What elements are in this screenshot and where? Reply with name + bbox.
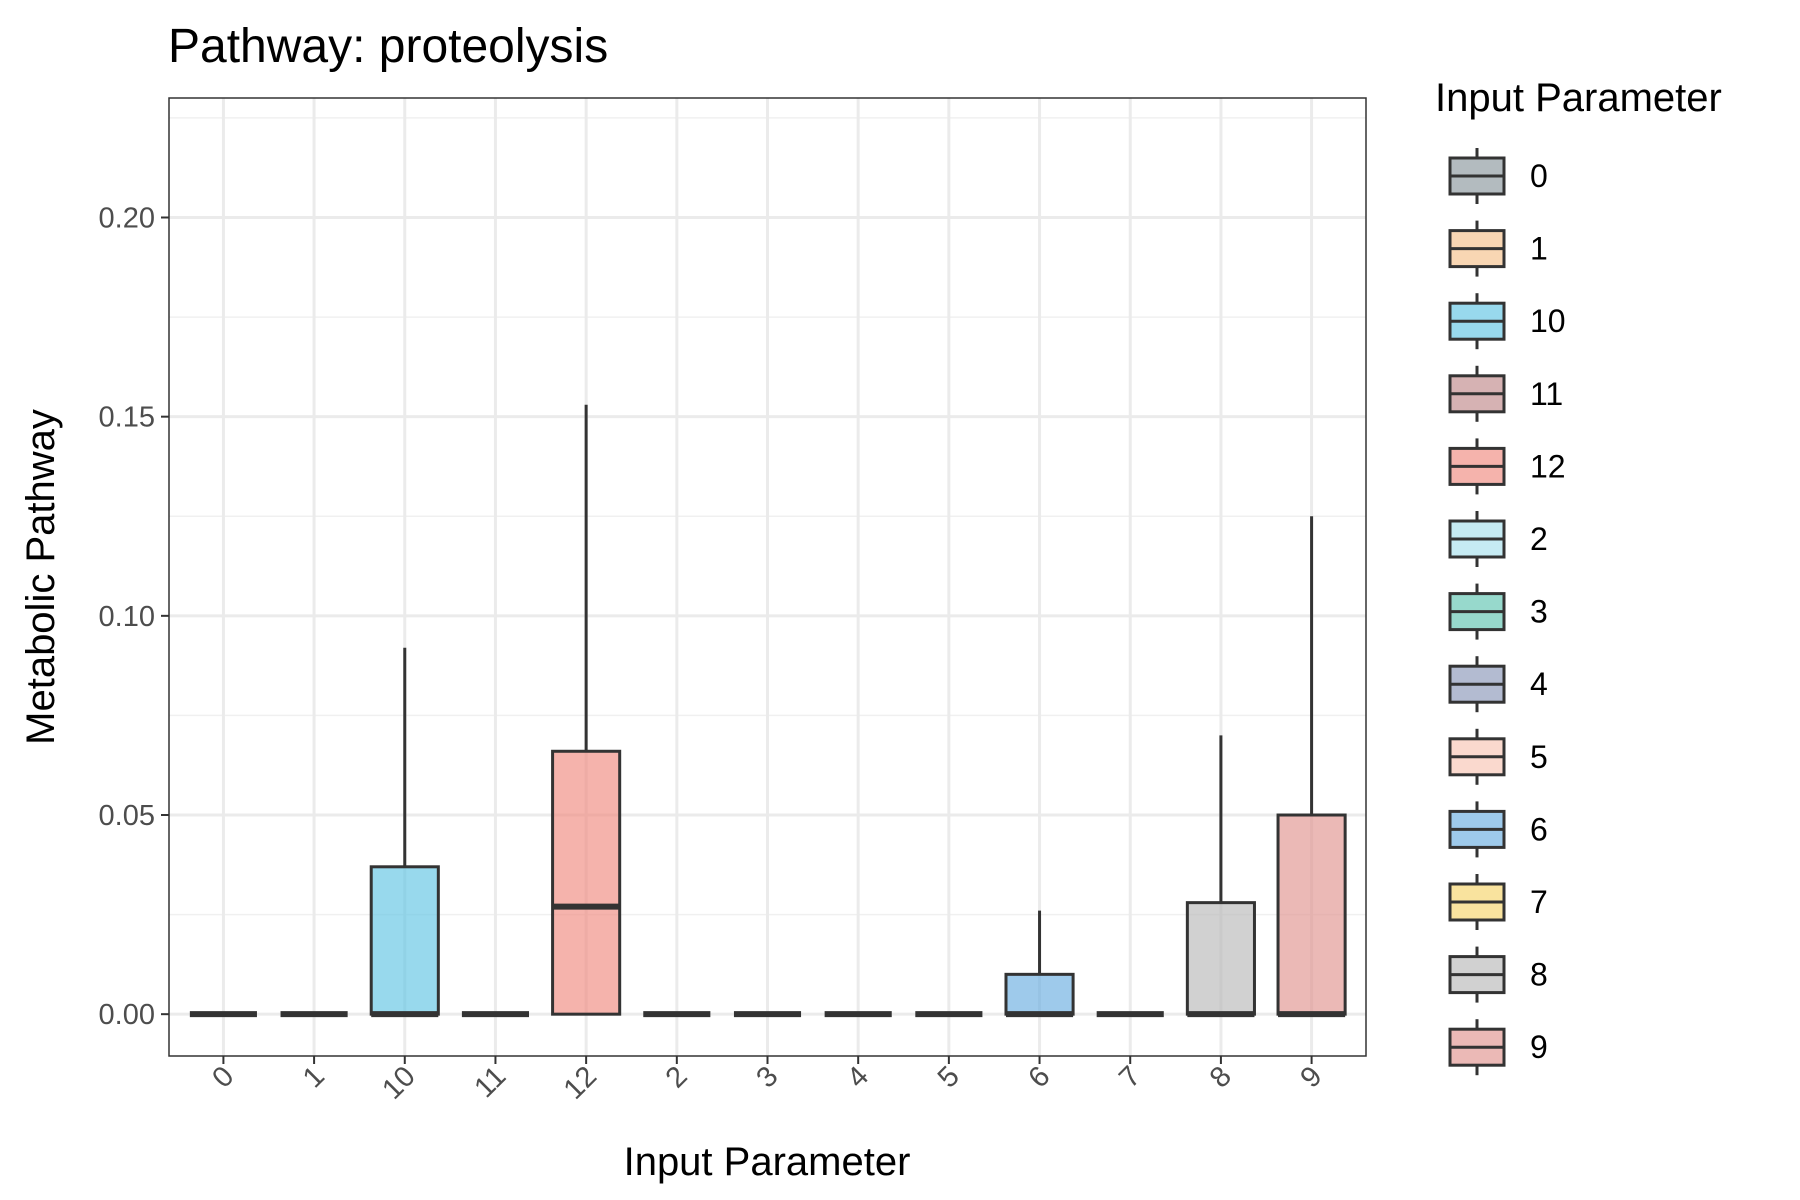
box-iqr xyxy=(369,865,440,1016)
legend-label: 5 xyxy=(1530,739,1548,775)
legend-label: 9 xyxy=(1530,1029,1548,1065)
x-tick-label: 0 xyxy=(206,1060,240,1094)
box-6 xyxy=(1004,910,1075,1018)
legend-entry-5: 5 xyxy=(1448,728,1548,785)
chart-title: Pathway: proteolysis xyxy=(168,20,608,73)
box-12 xyxy=(551,404,622,1016)
y-axis: 0.00 0.05 0.10 0.15 0.20 xyxy=(99,203,169,1031)
x-tick-label: 8 xyxy=(1204,1060,1238,1094)
legend-entry-0: 0 xyxy=(1448,148,1548,204)
x-tick-label: 2 xyxy=(660,1060,694,1094)
legend-label: 12 xyxy=(1530,448,1566,484)
legend-label: 6 xyxy=(1530,811,1548,847)
x-tick-label: 4 xyxy=(841,1060,875,1094)
legend-entry-6: 6 xyxy=(1448,801,1548,858)
legend-title: Input Parameter xyxy=(1435,76,1722,120)
x-tick-label: 5 xyxy=(932,1060,966,1094)
legend-label: 1 xyxy=(1530,231,1548,267)
legend-entry-11: 11 xyxy=(1448,365,1563,422)
x-tick-label: 1 xyxy=(297,1060,331,1094)
legend-entry-1: 1 xyxy=(1448,220,1548,277)
box-iqr xyxy=(1004,972,1075,1016)
legend-entry-7: 7 xyxy=(1448,874,1548,930)
x-tick-label: 11 xyxy=(468,1060,512,1104)
legend-entry-12: 12 xyxy=(1448,438,1566,495)
box-10 xyxy=(369,647,440,1018)
legend-label: 8 xyxy=(1530,957,1548,993)
legend-entry-4: 4 xyxy=(1448,656,1548,713)
x-tick-label: 3 xyxy=(750,1060,784,1094)
legend-label: 4 xyxy=(1530,666,1548,702)
x-tick-label: 10 xyxy=(376,1060,421,1105)
legend: 0 1 10 11 12 2 3 4 5 6 7 8 9 xyxy=(1448,148,1566,1076)
legend-label: 2 xyxy=(1530,521,1548,557)
legend-entry-10: 10 xyxy=(1448,293,1566,350)
y-tick-label: 0.10 xyxy=(99,601,155,633)
x-tick-label: 7 xyxy=(1113,1060,1147,1094)
legend-label: 3 xyxy=(1530,594,1548,630)
box-iqr xyxy=(1276,813,1347,1016)
box-iqr xyxy=(1185,901,1256,1016)
legend-entry-9: 9 xyxy=(1448,1019,1548,1076)
legend-entry-2: 2 xyxy=(1448,511,1548,567)
y-tick-label: 0.15 xyxy=(99,402,155,434)
legend-label: 0 xyxy=(1530,158,1548,194)
x-axis-title: Input Parameter xyxy=(624,1140,911,1184)
y-tick-label: 0.05 xyxy=(99,800,155,832)
legend-entry-8: 8 xyxy=(1448,946,1548,1003)
x-axis: 0 1 10 11 12 2 3 4 5 6 7 8 9 xyxy=(206,1056,1329,1106)
y-axis-title: Metabolic Pathway xyxy=(19,409,63,745)
y-tick-label: 0.00 xyxy=(99,999,155,1031)
grid-lines xyxy=(169,98,1366,1056)
box-9 xyxy=(1276,516,1347,1018)
legend-label: 7 xyxy=(1530,884,1548,920)
y-tick-label: 0.20 xyxy=(99,203,155,235)
box-8 xyxy=(1185,735,1256,1018)
boxes xyxy=(189,404,1347,1018)
legend-label: 10 xyxy=(1530,303,1566,339)
x-tick-label: 9 xyxy=(1295,1060,1329,1094)
x-tick-label: 6 xyxy=(1022,1060,1056,1094)
box-iqr xyxy=(551,749,622,1016)
x-tick-label: 12 xyxy=(558,1060,603,1105)
legend-label: 11 xyxy=(1530,376,1563,412)
legend-entry-3: 3 xyxy=(1448,583,1548,640)
